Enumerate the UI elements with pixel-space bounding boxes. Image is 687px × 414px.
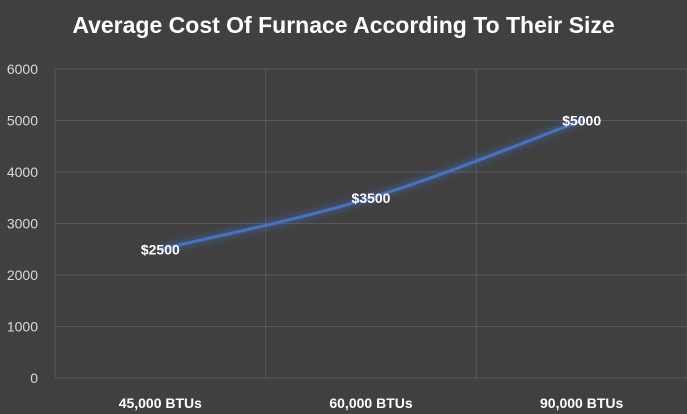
data-label: $3500 xyxy=(352,190,391,206)
y-axis: 0 1000 2000 3000 4000 5000 6000 xyxy=(7,61,38,386)
data-point xyxy=(158,247,162,251)
series-line xyxy=(158,119,584,251)
y-tick-label: 5000 xyxy=(7,113,38,129)
data-point xyxy=(369,196,373,200)
chart-title: Average Cost Of Furnace According To The… xyxy=(72,12,615,38)
data-point xyxy=(580,119,584,122)
x-tick-label: 90,000 BTUs xyxy=(540,395,623,411)
y-tick-label: 4000 xyxy=(7,164,38,180)
x-tick-label: 45,000 BTUs xyxy=(119,395,202,411)
x-axis: 45,000 BTUs 60,000 BTUs 90,000 BTUs xyxy=(119,395,624,411)
y-tick-label: 3000 xyxy=(7,216,38,232)
data-label: $5000 xyxy=(562,113,601,129)
x-tick-label: 60,000 BTUs xyxy=(329,395,412,411)
data-labels: $2500 $3500 $5000 xyxy=(141,113,601,258)
y-tick-label: 0 xyxy=(30,370,38,386)
y-tick-label: 6000 xyxy=(7,61,38,77)
y-tick-label: 2000 xyxy=(7,267,38,283)
y-tick-label: 1000 xyxy=(7,319,38,335)
series-group xyxy=(158,119,584,251)
data-label: $2500 xyxy=(141,241,180,257)
vertical-gridlines xyxy=(54,69,687,378)
